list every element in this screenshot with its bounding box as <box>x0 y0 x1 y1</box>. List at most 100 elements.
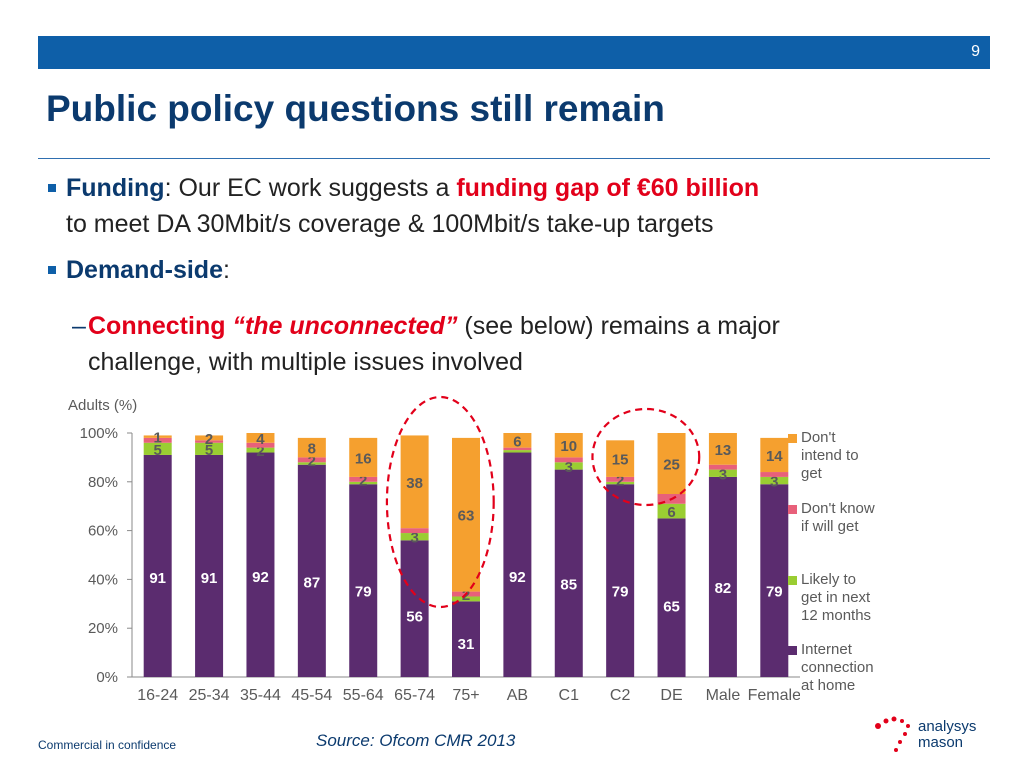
x-tick-label: 25-34 <box>189 687 230 704</box>
bar-segment <box>400 435 429 529</box>
logo-dots-icon <box>875 716 910 752</box>
bar-segment <box>760 476 789 485</box>
bar-segment <box>246 433 275 443</box>
bar-segment <box>349 476 378 482</box>
sub-bullet-dash: – <box>72 312 86 340</box>
data-label: 6 <box>513 433 521 450</box>
bar-segment <box>246 452 275 677</box>
x-tick-label: 45-54 <box>291 687 332 704</box>
bar-segment <box>143 454 172 677</box>
bar-segment <box>606 440 635 477</box>
legend-label: Likely to get in next 12 months <box>801 571 872 624</box>
bar-segment <box>554 469 583 677</box>
data-label: 3 <box>770 474 778 491</box>
bar-segment <box>400 533 429 541</box>
bar-segment <box>297 437 326 458</box>
data-label: 1 <box>154 430 162 447</box>
sub-bullet-line2: challenge, with multiple issues involved <box>88 348 523 376</box>
data-label: 3 <box>565 459 573 476</box>
y-tick-label: 0% <box>96 669 118 686</box>
data-label: 87 <box>304 574 321 591</box>
data-label: 56 <box>406 609 423 626</box>
data-label: 91 <box>149 570 166 587</box>
data-label: 8 <box>308 441 316 458</box>
company-logo: analysys mason <box>872 712 996 756</box>
data-label: 31 <box>458 636 475 653</box>
y-axis-label: Adults (%) <box>68 397 137 414</box>
source-note: Source: Ofcom CMR 2013 <box>316 731 516 750</box>
slide-title: Public policy questions still remain <box>46 88 665 129</box>
x-tick-label: DE <box>660 687 682 704</box>
confidential-note: Commercial in confidence <box>38 738 177 752</box>
connecting-keyword: Connecting <box>88 312 233 340</box>
bar-segment <box>297 464 326 677</box>
demand-keyword: Demand-side <box>66 256 223 284</box>
highlight-circle-older <box>385 395 495 609</box>
bar-segment <box>452 437 480 592</box>
bar-segment <box>503 452 532 677</box>
bar-segment <box>195 440 224 443</box>
bar-segment <box>708 433 737 465</box>
x-tick-label: 35-44 <box>240 687 281 704</box>
bullet-funding: Funding: Our EC work suggests a funding … <box>66 174 759 203</box>
bar-segment <box>760 437 789 473</box>
data-label: 38 <box>406 475 423 492</box>
bar-segment <box>503 450 532 453</box>
bar-segment <box>708 464 737 470</box>
data-label: 14 <box>766 448 783 465</box>
bar-segment <box>143 437 172 443</box>
legend-swatch <box>788 434 797 443</box>
bar-segment <box>554 433 583 458</box>
bar-segment <box>143 435 172 438</box>
data-label: 3 <box>719 466 727 483</box>
bar-segment <box>246 442 275 448</box>
funding-text: : Our EC work suggests a <box>164 174 457 202</box>
logo-text-line1: analysys <box>918 718 977 735</box>
bar-segment <box>297 457 326 463</box>
bar-segment <box>657 433 686 494</box>
x-tick-label: C1 <box>559 687 580 704</box>
data-label: 2 <box>308 453 316 470</box>
bar-segment <box>760 472 789 477</box>
y-tick-label: 40% <box>88 571 118 588</box>
x-tick-label: 75+ <box>452 687 479 704</box>
bar-segment <box>246 447 275 453</box>
bar-segment <box>657 503 686 519</box>
bar-segment <box>554 462 583 470</box>
data-label: 5 <box>205 442 213 459</box>
data-label: 79 <box>766 583 783 600</box>
bar-segment <box>195 454 224 677</box>
funding-gap-highlight: funding gap of €60 billion <box>456 174 760 202</box>
data-label: 3 <box>410 530 418 547</box>
data-label: 4 <box>256 431 265 448</box>
x-tick-label: C2 <box>610 687 631 704</box>
funding-keyword: Funding <box>66 174 165 202</box>
bullet-marker-funding <box>48 184 56 192</box>
x-tick-label: AB <box>507 687 528 704</box>
header-bar: 9 <box>38 36 990 69</box>
bar-segment <box>503 447 532 451</box>
data-label: 85 <box>560 577 577 594</box>
bullet-demand-side: Demand-side: <box>66 256 230 285</box>
bar-segment <box>400 528 429 534</box>
bar-segment <box>606 481 635 485</box>
x-tick-label: Male <box>706 687 741 704</box>
data-label: 13 <box>715 442 732 459</box>
data-label: 2 <box>256 443 264 460</box>
data-label: 25 <box>663 457 680 474</box>
bar-segment <box>452 601 480 677</box>
x-tick-label: 65-74 <box>394 687 435 704</box>
data-label: 2 <box>359 472 367 489</box>
page-number: 9 <box>971 43 980 60</box>
stacked-bar-chart: Adults (%)0%20%40%60%80%100%915116-24915… <box>68 395 800 704</box>
bar-segment <box>606 476 635 482</box>
data-label: 91 <box>201 570 218 587</box>
unconnected-text: (see below) remains a major <box>457 312 780 340</box>
bar-segment <box>143 442 172 455</box>
bar-segment <box>760 484 789 677</box>
data-label: 65 <box>663 599 680 616</box>
bar-segment <box>195 442 224 455</box>
bar-segment <box>657 518 686 677</box>
data-label: 6 <box>667 504 675 521</box>
data-label: 2 <box>616 472 624 489</box>
